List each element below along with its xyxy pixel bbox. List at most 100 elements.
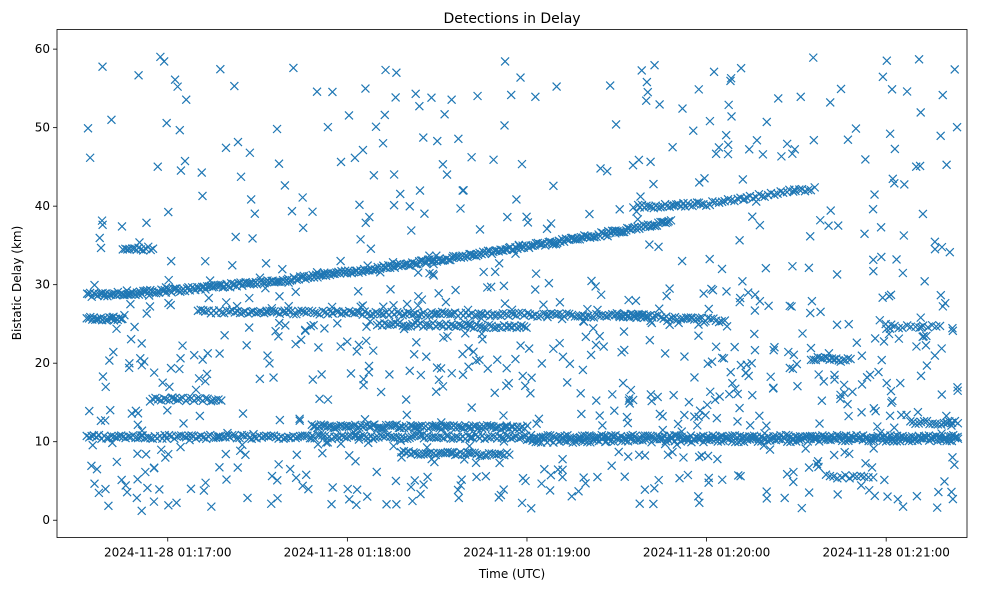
- scatter-point: [383, 430, 392, 440]
- scatter-point: [391, 92, 401, 102]
- scatter-point: [792, 359, 802, 369]
- scatter-point: [576, 388, 586, 398]
- scatter-point: [194, 373, 204, 383]
- scatter-point: [668, 447, 677, 457]
- scatter-point: [886, 320, 896, 330]
- scatter-point: [586, 312, 596, 322]
- scatter-point: [942, 160, 952, 170]
- scatter-point: [365, 317, 375, 326]
- scatter-point: [204, 293, 214, 303]
- scatter-point: [121, 433, 130, 443]
- scatter-point: [405, 201, 415, 211]
- scatter-point: [506, 433, 516, 443]
- scatter-point: [866, 436, 876, 446]
- scatter-point: [614, 311, 624, 321]
- scatter-point: [579, 317, 589, 326]
- scatter-point: [474, 321, 484, 331]
- scatter-point: [793, 381, 802, 391]
- scatter-point: [633, 214, 643, 224]
- scatter-point: [202, 369, 212, 379]
- scatter-point: [403, 307, 413, 317]
- scatter-point: [369, 170, 379, 180]
- scatter-point: [431, 251, 441, 261]
- scatter-point: [624, 295, 634, 305]
- scatter-point: [291, 287, 301, 297]
- scatter-point: [898, 268, 908, 278]
- scatter-point: [420, 209, 429, 219]
- scatter-point: [280, 180, 290, 190]
- scatter-point: [447, 368, 457, 378]
- scatter-point: [896, 410, 906, 420]
- scatter-point: [564, 309, 574, 319]
- scatter-point: [413, 268, 423, 278]
- scatter-point: [134, 290, 144, 300]
- scatter-point: [702, 400, 712, 410]
- scatter-point: [391, 476, 401, 486]
- scatter-point: [243, 493, 252, 503]
- scatter-point: [475, 224, 485, 234]
- scatter-point: [332, 318, 342, 328]
- scatter-point: [449, 321, 459, 331]
- y-tick-label: 40: [35, 199, 50, 213]
- scatter-point: [758, 149, 768, 159]
- scatter-point: [546, 219, 556, 228]
- scatter-point: [295, 416, 305, 426]
- scatter-point: [843, 135, 853, 145]
- scatter-point: [879, 337, 889, 346]
- scatter-point: [170, 75, 180, 85]
- scatter-point: [694, 178, 704, 187]
- scatter-point: [668, 142, 678, 152]
- scatter-point: [646, 157, 656, 167]
- scatter-point: [544, 278, 554, 288]
- scatter-point: [788, 187, 798, 197]
- scatter-point: [463, 305, 473, 315]
- scatter-point: [146, 245, 156, 255]
- scatter-point: [516, 341, 526, 351]
- scatter-point: [625, 398, 635, 408]
- scatter-point: [612, 434, 622, 444]
- scatter-point: [440, 109, 450, 119]
- scatter-point: [773, 94, 783, 103]
- scatter-point: [892, 436, 902, 446]
- scatter-point: [142, 483, 152, 493]
- scatter-point: [833, 221, 843, 230]
- scatter-point: [337, 431, 347, 441]
- scatter-point: [918, 332, 928, 342]
- scatter-point: [161, 395, 171, 405]
- scatter-point: [500, 299, 510, 309]
- scatter-point: [362, 492, 372, 502]
- scatter-point: [586, 350, 596, 360]
- scatter-point: [198, 355, 208, 365]
- scatter-point: [82, 289, 92, 299]
- scatter-point: [737, 276, 747, 286]
- scatter-point: [187, 431, 197, 440]
- scatter-point: [548, 239, 558, 249]
- scatter-point: [703, 359, 713, 369]
- scatter-point: [84, 432, 94, 442]
- scatter-point: [354, 435, 364, 444]
- scatter-point: [912, 342, 921, 351]
- scatter-point: [343, 484, 353, 494]
- scatter-point: [539, 300, 548, 310]
- scatter-point: [750, 306, 760, 316]
- scatter-point: [945, 247, 955, 257]
- scatter-point: [571, 234, 580, 244]
- scatter-point: [950, 65, 960, 74]
- scatter-point: [667, 313, 677, 323]
- scatter-point: [164, 275, 174, 285]
- scatter-point: [747, 358, 757, 368]
- scatter-point: [881, 436, 891, 446]
- scatter-point: [953, 418, 963, 428]
- scatter-point: [191, 385, 201, 395]
- scatter-point: [441, 297, 451, 307]
- scatter-point: [97, 216, 107, 226]
- scatter-point: [632, 207, 641, 217]
- scatter-point: [432, 363, 442, 373]
- scatter-point: [358, 301, 368, 311]
- scatter-point: [807, 296, 817, 306]
- scatter-point: [130, 322, 139, 332]
- scatter-point: [121, 480, 131, 490]
- scatter-point: [619, 327, 629, 336]
- scatter-point: [410, 475, 420, 485]
